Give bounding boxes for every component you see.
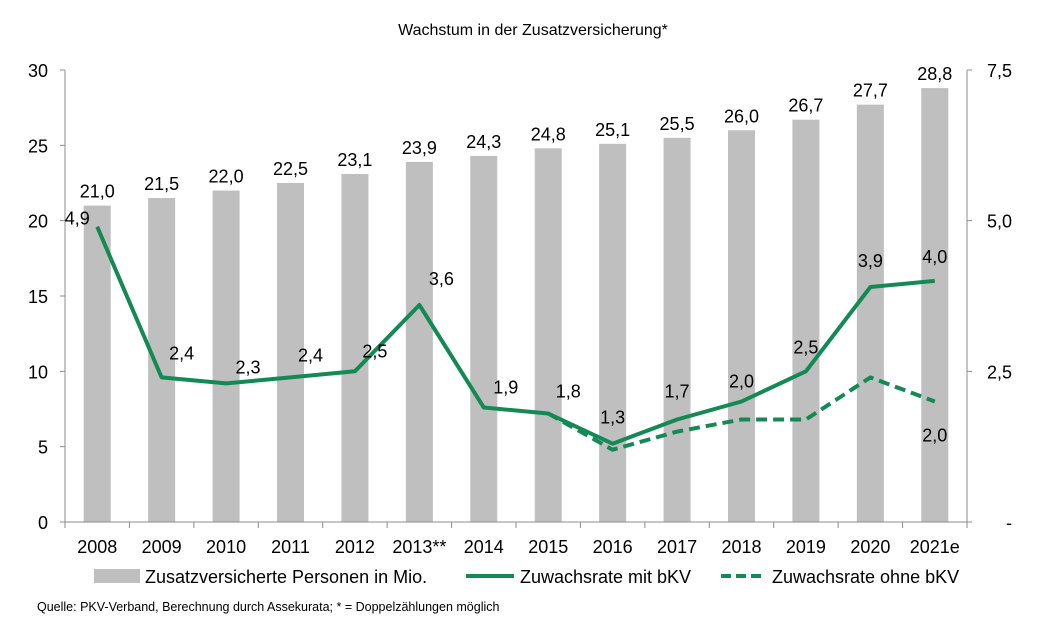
line-data-label: 2,4 xyxy=(169,343,194,363)
bar-data-label: 21,0 xyxy=(80,182,115,202)
bar xyxy=(470,155,498,522)
line-data-label: 1,3 xyxy=(600,408,625,428)
bar-data-label: 26,0 xyxy=(724,106,759,126)
line-data-label: 2,5 xyxy=(362,341,387,361)
left-axis-tick-label: 0 xyxy=(38,513,48,533)
line-data-label: 2,0 xyxy=(922,425,947,445)
line-data-label: 1,9 xyxy=(493,377,518,397)
line-data-label: 4,0 xyxy=(922,247,947,267)
line-data-label: 2,5 xyxy=(793,337,818,357)
bar xyxy=(728,130,755,522)
bar-data-label: 22,0 xyxy=(209,167,244,187)
bar xyxy=(663,137,691,523)
x-axis-tick-label: 2021e xyxy=(910,537,960,557)
bar-data-label: 24,3 xyxy=(466,132,501,152)
right-axis-tick-label: 7,5 xyxy=(987,61,1012,81)
x-axis-tick-label: 2017 xyxy=(657,537,697,557)
bar xyxy=(405,161,433,522)
source-note: Quelle: PKV-Verband, Berechnung durch As… xyxy=(37,600,499,614)
left-axis-tick-label: 25 xyxy=(28,136,48,156)
line-data-label: 3,6 xyxy=(429,269,454,289)
left-axis-tick-label: 5 xyxy=(38,438,48,458)
line-data-label: 3,9 xyxy=(858,251,883,271)
x-axis-tick-label: 2016 xyxy=(593,537,633,557)
bar xyxy=(599,143,627,522)
line-data-label: 2,3 xyxy=(236,357,261,377)
bar xyxy=(83,205,111,522)
left-axis-tick-label: 15 xyxy=(28,287,48,307)
bar-data-label: 26,7 xyxy=(788,96,823,116)
legend-label-bars: Zusatzversicherte Personen in Mio. xyxy=(145,567,427,587)
x-axis-tick-label: 2012 xyxy=(335,537,375,557)
right-axis-tick-label: 5,0 xyxy=(987,212,1012,232)
x-axis-tick-label: 2008 xyxy=(77,537,117,557)
right-axis-tick-label: 2,5 xyxy=(987,362,1012,382)
line-data-label: 1,8 xyxy=(556,382,581,402)
bar xyxy=(856,104,884,523)
x-axis-tick-label: 2015 xyxy=(528,537,568,557)
x-axis-tick-label: 2018 xyxy=(721,537,761,557)
x-axis-tick-label: 2020 xyxy=(850,537,890,557)
left-axis-tick-label: 10 xyxy=(28,362,48,382)
chart-title: Wachstum in der Zusatzversicherung* xyxy=(398,22,668,39)
data-labels: 21,0 21,5 22,0 22,5 23,1 23,9 24,3 24,8 25,1 25,5… xyxy=(65,64,953,445)
bar xyxy=(212,190,240,523)
bar xyxy=(341,173,369,522)
legend: Zusatzversicherte Personen in Mio. Zuwach… xyxy=(94,567,959,587)
x-axis-tick-label: 2011 xyxy=(271,537,310,557)
bar-data-label: 23,1 xyxy=(337,150,372,170)
axes: 0 5 10 15 20 25 30 - 2,5 5,0 7,5 2008 2009 2010 2011 20… xyxy=(28,61,1012,557)
bar-data-label: 23,9 xyxy=(402,138,437,158)
bar-data-label: 25,5 xyxy=(660,114,695,134)
left-axis-tick-label: 20 xyxy=(28,212,48,232)
legend-label-solid-line: Zuwachsrate mit bKV xyxy=(520,567,691,587)
line-zuwachsrate-mit-bkv xyxy=(95,225,935,446)
right-axis-tick-label: - xyxy=(1006,513,1012,533)
x-axis-tick-label: 2010 xyxy=(206,537,246,557)
bar-data-label: 24,8 xyxy=(531,124,566,144)
x-axis-tick-label: 2019 xyxy=(786,537,826,557)
line-zuwachsrate-ohne-bkv xyxy=(547,375,936,452)
bar-data-label: 27,7 xyxy=(853,81,888,101)
bar xyxy=(792,119,820,522)
line-data-label: 2,0 xyxy=(729,371,754,391)
left-axis-tick-label: 30 xyxy=(28,61,48,81)
line-data-label: 4,9 xyxy=(65,209,90,229)
legend-label-dashed-line: Zuwachsrate ohne bKV xyxy=(772,567,959,587)
bar-data-label: 25,1 xyxy=(595,120,630,140)
line-series xyxy=(95,225,936,452)
bar-data-label: 22,5 xyxy=(273,159,308,179)
bar xyxy=(534,148,562,522)
line-data-label: 1,7 xyxy=(665,382,690,402)
x-axis-tick-label: 2014 xyxy=(464,537,504,557)
legend-swatch-bars xyxy=(94,569,140,583)
line-data-label: 2,4 xyxy=(298,345,323,365)
bar-data-label: 21,5 xyxy=(144,174,179,194)
bar xyxy=(921,88,949,522)
bar xyxy=(277,183,304,522)
bar-series xyxy=(83,88,949,523)
bar-data-label: 28,8 xyxy=(917,64,952,84)
x-axis-tick-label: 2013** xyxy=(392,537,446,557)
x-axis-tick-label: 2009 xyxy=(142,537,182,557)
